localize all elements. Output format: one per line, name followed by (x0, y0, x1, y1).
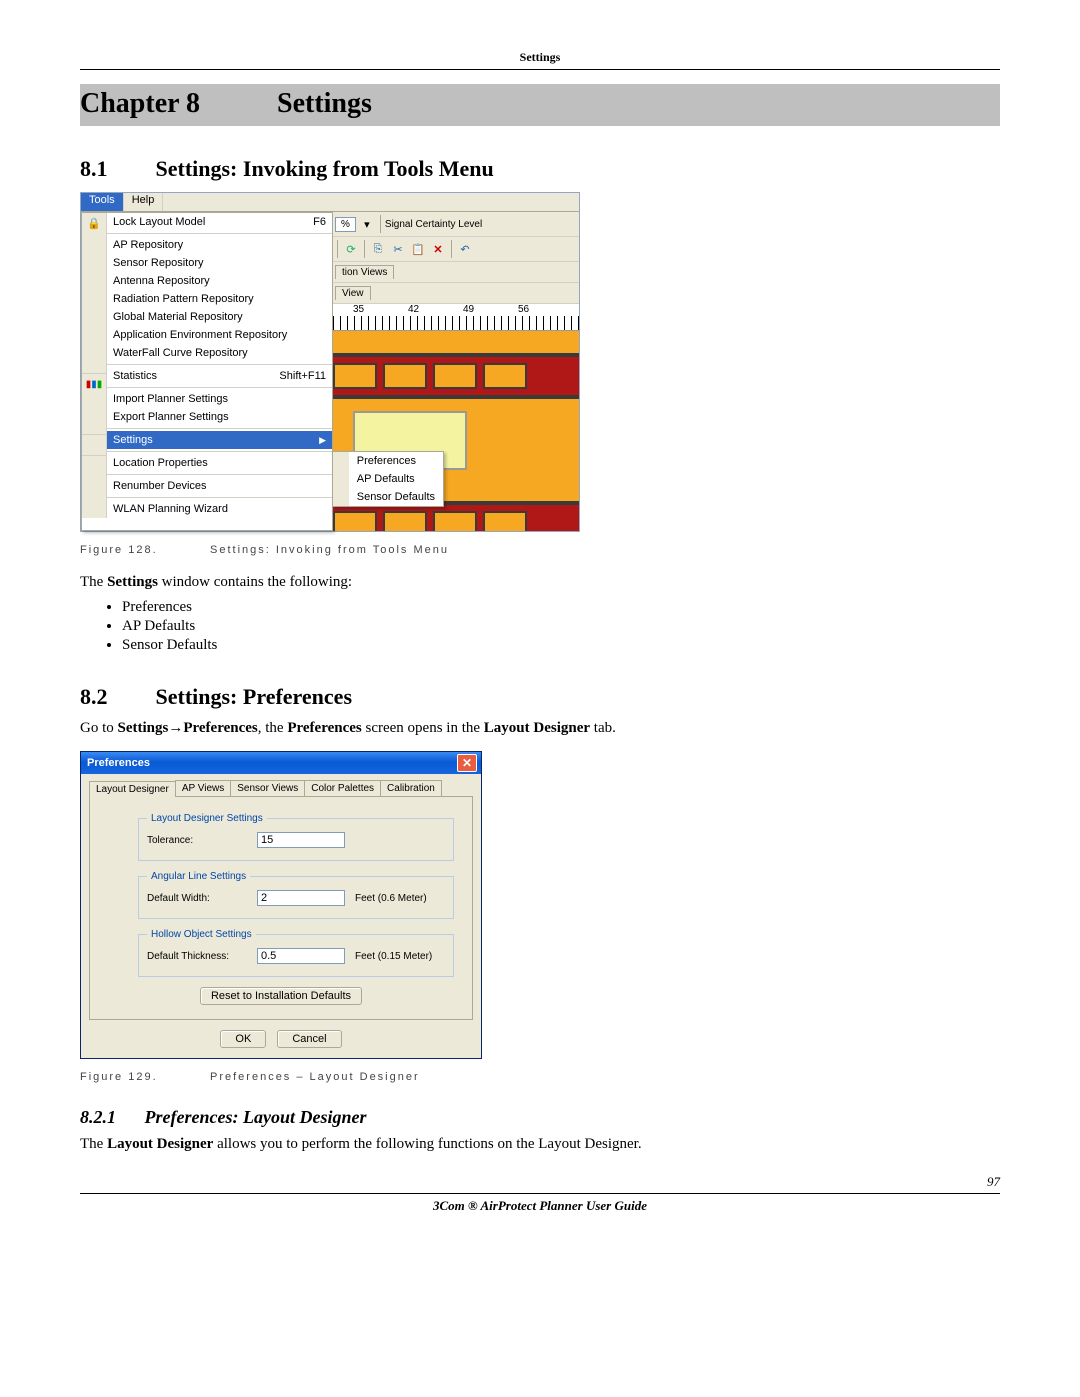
tab-view[interactable]: View (335, 286, 371, 300)
menu-material-repository[interactable]: Global Material Repository (107, 308, 332, 326)
close-icon[interactable]: ✕ (457, 754, 477, 772)
menubar-help[interactable]: Help (124, 193, 164, 211)
figure-128-tools-menu: Tools Help 🔒 ▮▮▮ (80, 192, 580, 532)
default-thickness-unit: Feet (0.15 Meter) (355, 951, 432, 962)
copy-icon[interactable]: ⎘ (369, 240, 387, 258)
list-item: Sensor Defaults (122, 637, 1000, 654)
menu-waterfall-repository[interactable]: WaterFall Curve Repository (107, 344, 332, 362)
toolbar-tabs-row-2: View (333, 283, 579, 304)
menu-export-settings[interactable]: Export Planner Settings (107, 408, 332, 426)
percent-chip[interactable]: % (335, 217, 356, 232)
submenu-sensor-defaults[interactable]: Sensor Defaults (349, 488, 443, 506)
menu-lock-layout[interactable]: Lock Layout ModelF6 (107, 213, 332, 231)
list-item: AP Defaults (122, 618, 1000, 635)
menu-renumber-devices[interactable]: Renumber Devices (107, 477, 332, 495)
undo-icon[interactable]: ↶ (456, 240, 474, 258)
section-8-1-number: 8.1 (80, 156, 150, 182)
ok-button[interactable]: OK (220, 1030, 266, 1048)
settings-submenu: Preferences AP Defaults Sensor Defaults (332, 451, 444, 507)
menu-environment-repository[interactable]: Application Environment Repository (107, 326, 332, 344)
para-layout-designer-desc: The Layout Designer allows you to perfor… (80, 1136, 1000, 1153)
reset-defaults-button[interactable]: Reset to Installation Defaults (200, 987, 362, 1005)
tab-layout-designer[interactable]: Layout Designer (89, 781, 176, 797)
submenu-ap-defaults[interactable]: AP Defaults (349, 470, 443, 488)
para-goto-settings-prefs: Go to Settings→Preferences, the Preferen… (80, 720, 1000, 737)
tolerance-input[interactable] (257, 832, 345, 848)
tab-panel-layout-designer: Layout Designer Settings Tolerance: Angu… (89, 796, 473, 1020)
tolerance-label: Tolerance: (147, 835, 247, 846)
footer-text: 3Com ® AirProtect Planner User Guide (80, 1198, 1000, 1214)
toolbar-row-1: % ▾ Signal Certainty Level (333, 212, 579, 237)
section-8-2-1-heading: 8.2.1 Preferences: Layout Designer (80, 1107, 1000, 1128)
default-width-unit: Feet (0.6 Meter) (355, 893, 427, 904)
chapter-number: Chapter 8 (80, 88, 270, 120)
group-legend: Angular Line Settings (147, 871, 250, 882)
tab-tion-views[interactable]: tion Views (335, 265, 394, 279)
toolbar-tabs-row-1: tion Views (333, 262, 579, 283)
tab-color-palettes[interactable]: Color Palettes (304, 780, 381, 796)
toolbar-row-2: ⟳ ⎘ ✂ 📋 ✕ ↶ (333, 237, 579, 262)
group-angular-line-settings: Angular Line Settings Default Width: Fee… (138, 871, 454, 919)
dialog-title: Preferences (87, 757, 150, 769)
dialog-tabs: Layout Designer AP Views Sensor Views Co… (89, 780, 473, 796)
menubar-tools[interactable]: Tools (81, 193, 124, 211)
default-thickness-label: Default Thickness: (147, 951, 247, 962)
group-legend: Layout Designer Settings (147, 813, 267, 824)
header-rule (80, 69, 1000, 70)
para-settings-contains: The Settings window contains the followi… (80, 574, 1000, 591)
settings-contents-list: Preferences AP Defaults Sensor Defaults (80, 599, 1000, 654)
tab-calibration[interactable]: Calibration (380, 780, 442, 796)
menu-settings[interactable]: Settings▶ (107, 431, 332, 449)
section-8-2-heading: 8.2 Settings: Preferences (80, 684, 1000, 710)
section-8-2-1-title: Preferences: Layout Designer (145, 1107, 367, 1127)
cut-icon[interactable]: ✂ (389, 240, 407, 258)
figure-129-caption: Figure 129.Preferences – Layout Designer (80, 1071, 1000, 1083)
refresh-icon[interactable]: ⟳ (342, 240, 360, 258)
section-8-2-1-number: 8.2.1 (80, 1107, 140, 1128)
menu-wlan-wizard[interactable]: WLAN Planning Wizard (107, 500, 332, 518)
section-8-1-title: Settings: Invoking from Tools Menu (156, 156, 494, 181)
menu-radiation-repository[interactable]: Radiation Pattern Repository (107, 290, 332, 308)
chapter-title: Settings (277, 88, 372, 119)
paste-icon[interactable]: 📋 (409, 240, 427, 258)
dropdown-icon[interactable]: ▾ (358, 215, 376, 233)
delete-icon[interactable]: ✕ (429, 240, 447, 258)
group-legend: Hollow Object Settings (147, 929, 256, 940)
menu-statistics[interactable]: StatisticsShift+F11 (107, 367, 332, 385)
list-item: Preferences (122, 599, 1000, 616)
page-number: 97 (987, 1174, 1000, 1190)
tab-sensor-views[interactable]: Sensor Views (230, 780, 305, 796)
page-header-label: Settings (80, 50, 1000, 65)
stats-icon: ▮▮▮ (86, 379, 103, 390)
menu-location-properties[interactable]: Location Properties (107, 454, 332, 472)
dialog-titlebar: Preferences ✕ (81, 752, 481, 774)
tools-menu-dropdown: 🔒 ▮▮▮ Lock Layout ModelF6 (81, 212, 333, 531)
lock-icon: 🔒 (87, 217, 101, 230)
menu-ap-repository[interactable]: AP Repository (107, 236, 332, 254)
figure-129-preferences-dialog: Preferences ✕ Layout Designer AP Views S… (80, 751, 482, 1059)
menubar: Tools Help (81, 193, 579, 212)
submenu-preferences[interactable]: Preferences (349, 452, 443, 470)
default-width-input[interactable] (257, 890, 345, 906)
section-8-1-heading: 8.1 Settings: Invoking from Tools Menu (80, 156, 1000, 182)
page-footer: 97 3Com ® AirProtect Planner User Guide (80, 1193, 1000, 1228)
section-8-2-title: Settings: Preferences (156, 684, 353, 709)
default-width-label: Default Width: (147, 893, 247, 904)
menu-import-settings[interactable]: Import Planner Settings (107, 390, 332, 408)
signal-certainty-label: Signal Certainty Level (385, 219, 482, 230)
figure-128-caption: Figure 128.Settings: Invoking from Tools… (80, 544, 1000, 556)
ruler: 35 42 49 56 (333, 304, 579, 331)
menu-sensor-repository[interactable]: Sensor Repository (107, 254, 332, 272)
default-thickness-input[interactable] (257, 948, 345, 964)
chapter-heading-bar: Chapter 8 Settings (80, 84, 1000, 126)
tab-ap-views[interactable]: AP Views (175, 780, 231, 796)
group-layout-designer-settings: Layout Designer Settings Tolerance: (138, 813, 454, 861)
menu-antenna-repository[interactable]: Antenna Repository (107, 272, 332, 290)
group-hollow-object-settings: Hollow Object Settings Default Thickness… (138, 929, 454, 977)
cancel-button[interactable]: Cancel (277, 1030, 341, 1048)
section-8-2-number: 8.2 (80, 684, 150, 710)
